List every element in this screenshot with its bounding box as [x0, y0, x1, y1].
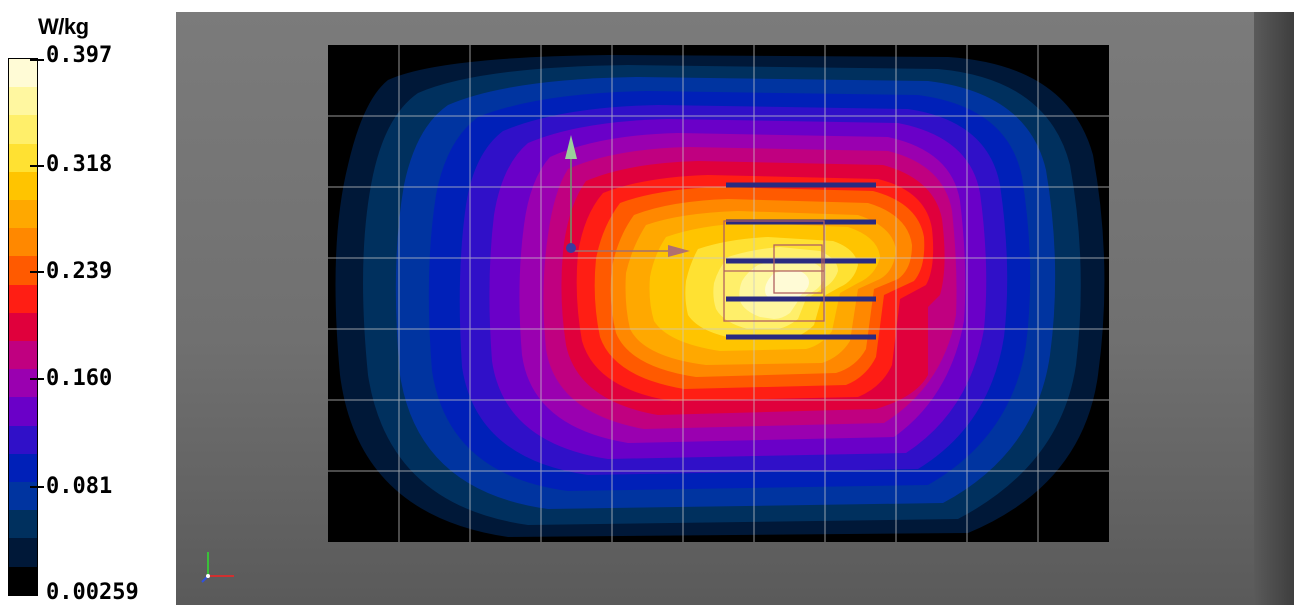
color-scale-segment: [9, 59, 37, 88]
legend-tick-label-min: 0.00259: [46, 580, 139, 605]
legend-tick-mark: [30, 486, 44, 488]
legend-tick-mark: [30, 59, 44, 61]
legend-tick-mark: [30, 271, 44, 273]
color-scale-segment: [9, 256, 37, 285]
color-scale-segment: [9, 171, 37, 201]
y-arrow-head: [565, 135, 577, 159]
color-scale-segment: [9, 510, 37, 539]
color-scale-segment: [9, 312, 37, 342]
3d-viewport[interactable]: [176, 12, 1294, 605]
origin-point-icon: [566, 243, 576, 253]
color-scale-segment: [9, 566, 37, 595]
xyz-axis-icon: [196, 544, 246, 584]
legend-tick-label-max: 0.397: [46, 43, 113, 68]
color-scale-segment: [9, 538, 37, 567]
viewport-edge-shade: [1254, 12, 1294, 605]
color-scale-segment: [9, 397, 37, 426]
color-scale-segment: [9, 143, 37, 172]
color-scale-segment: [9, 284, 37, 313]
sar-contours: [335, 55, 1105, 537]
color-scale-segment: [9, 115, 37, 144]
legend-tick-label: 0.318: [46, 152, 113, 177]
color-scale-segment: [9, 369, 37, 398]
color-scale-bar: [8, 58, 38, 596]
legend-tick-label: 0.239: [46, 259, 113, 284]
color-scale-segment: [9, 228, 37, 257]
legend-tick-label: 0.081: [46, 474, 113, 499]
sar-distribution-plot[interactable]: [328, 45, 1109, 542]
color-scale-segment: [9, 200, 37, 229]
color-scale-segment: [9, 341, 37, 370]
sar-contour-map: [328, 45, 1109, 542]
legend-unit-label: W/kg: [38, 14, 89, 39]
grid-lines: [328, 45, 1109, 542]
color-scale-segment: [9, 425, 37, 454]
legend-tick-label: 0.160: [46, 366, 113, 391]
coordinate-axes: [565, 135, 690, 257]
color-scale-segment: [9, 453, 37, 483]
legend-tick-mark: [30, 165, 44, 167]
color-legend: W/kg 0.397 0.318 0.239 0.160 0.081 0.002…: [0, 0, 170, 605]
measurement-box-outlines: [723, 220, 825, 322]
color-scale-segment: [9, 87, 37, 116]
legend-tick-mark: [30, 378, 44, 380]
zoom-scan-outline: [773, 244, 823, 294]
x-arrow-head: [668, 245, 690, 257]
probe-rods: [726, 182, 876, 340]
